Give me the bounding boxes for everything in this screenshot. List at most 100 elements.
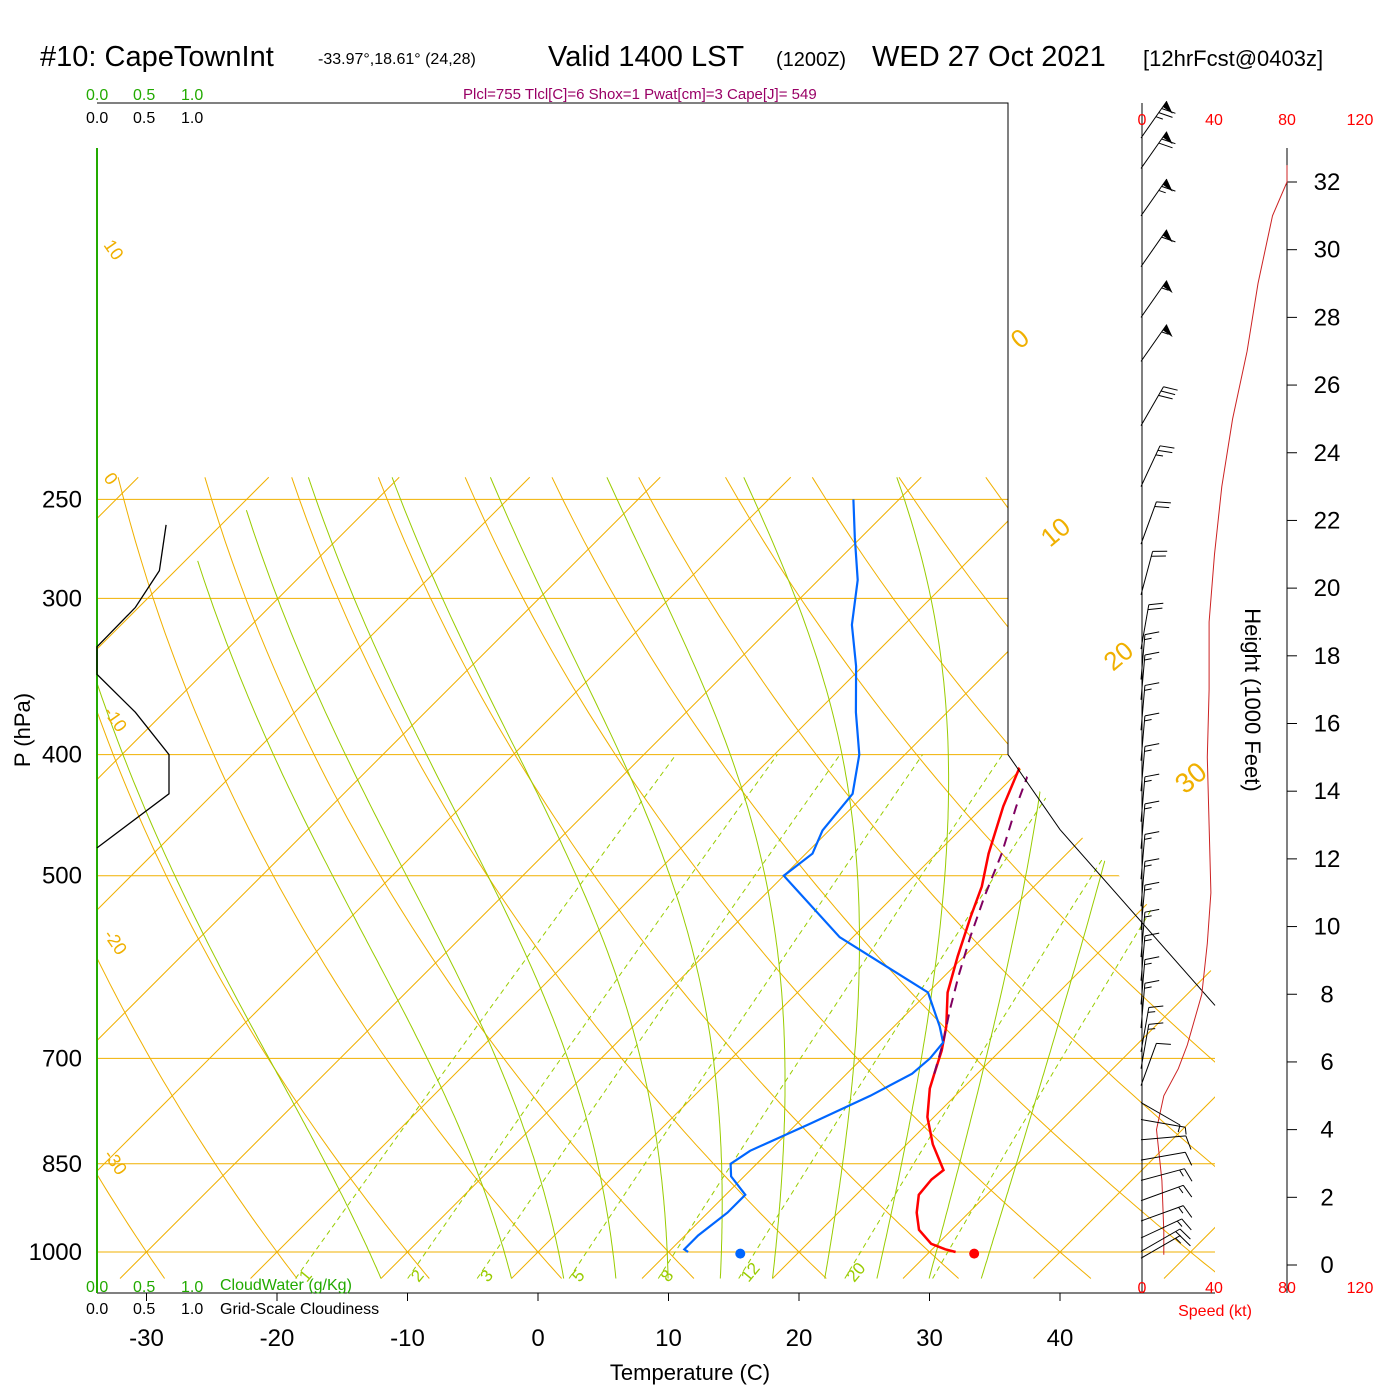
mixing-ratio-line-20 [844, 754, 1170, 1279]
isotherm-0 [511, 476, 1215, 1279]
wind-barb-half [1144, 688, 1152, 691]
moist-adiabat-24 [743, 477, 860, 1279]
wind-barb-staff [1140, 1135, 1186, 1141]
speed-tick-bottom-1: 40 [1205, 1280, 1223, 1297]
wind-barb-staff [1140, 1184, 1184, 1202]
thermo-grid [0, 476, 1400, 1279]
wind-barb-full [1144, 908, 1160, 913]
pressure-tick-500: 500 [42, 863, 82, 890]
wind-barb-half [1155, 116, 1163, 120]
wind-barb-full [1144, 932, 1160, 937]
height-axis-title: Height (1000 Feet) [1240, 608, 1265, 791]
isotherm--60 [97, 476, 531, 1279]
wind-barb-half [1144, 986, 1152, 989]
cloudiness-tick-bottom-1: 0.5 [133, 1301, 155, 1318]
wind-barb-flag [1162, 131, 1173, 145]
height-tick-24: 24 [1314, 440, 1341, 467]
wind-barb-staff [1140, 885, 1146, 930]
wind-barb-full [1157, 449, 1173, 454]
cloudiness-tick-bottom-2: 1.0 [181, 1301, 203, 1318]
wind-barb [1140, 773, 1160, 822]
wind-barb-staff [1140, 280, 1168, 318]
isotherm-10 [641, 476, 1215, 1279]
wind-barb-staff [1140, 1168, 1185, 1181]
speed-tick-top-2: 80 [1278, 112, 1296, 129]
dry-adiabat--30 [97, 477, 166, 1279]
dry-adiabat--40 [0, 477, 32, 1278]
wind-barb-staff [1140, 634, 1146, 680]
dry-adiabat-label-left-0: 10 [100, 236, 128, 264]
wind-barb-staff [1140, 776, 1146, 822]
isotherm-50 [1163, 476, 1215, 1279]
wind-barb-half [1144, 658, 1152, 661]
wind-barb-half [1144, 939, 1152, 942]
cloudiness-tick-top-1: 0.5 [133, 110, 155, 127]
forecast-info: [12hrFcst@0403z] [1143, 46, 1323, 71]
wind-barb-full [1158, 394, 1173, 400]
mixing-ratio-line-2 [407, 754, 778, 1279]
wind-barb-staff [1140, 1151, 1186, 1161]
cloudwater-tick-bottom-0: 0.0 [86, 1279, 108, 1296]
wind-barb-full [1158, 112, 1173, 118]
pressure-tick-700: 700 [42, 1045, 82, 1072]
mixing-ratio-line-30 [932, 754, 1215, 1279]
moist-adiabat-4 [245, 510, 565, 1279]
dry-adiabat-40 [464, 477, 1092, 1279]
wind-barb-flag [1162, 178, 1173, 192]
mixing-ratio-line-8 [657, 754, 1003, 1279]
dry-adiabat-label-right-2: 20 [1098, 635, 1139, 677]
wind-barb-full [1179, 1235, 1191, 1247]
plot-frame [96, 102, 1216, 1294]
wind-barb-full [1148, 602, 1164, 606]
speed-tick-bottom-0: 0 [1138, 1280, 1147, 1297]
mixing-ratio-label-2: 3 [476, 1266, 497, 1285]
wind-barb-half [1177, 1124, 1181, 1133]
isotherm-60 [1295, 477, 1400, 1278]
dry-adiabat--20 [97, 477, 298, 1279]
speed-axis-label: Speed (kt) [1178, 1303, 1252, 1320]
speed-tick-top-1: 40 [1205, 112, 1223, 129]
mixing-ratio-line-5 [568, 754, 924, 1279]
isotherm--70 [97, 476, 400, 1279]
wind-barb-half [1178, 1186, 1184, 1194]
wind-barb-full [1144, 800, 1160, 805]
y-axis-title: P (hPa) [10, 693, 35, 767]
wind-barb-half [1144, 807, 1152, 810]
height-tick-4: 4 [1320, 1117, 1333, 1144]
wind-barb [1140, 131, 1176, 169]
wind-barb [1140, 1205, 1193, 1222]
wind-barb [1140, 1135, 1192, 1150]
series-dewpoint [682, 499, 945, 1253]
wind-barb-full [1161, 236, 1176, 243]
wind-barb-staff [1140, 685, 1146, 731]
dry-adiabat-60 [638, 477, 1215, 1279]
pressure-tick-400: 400 [42, 742, 82, 769]
wind-speed-profile [1155, 165, 1288, 1255]
wind-barb-flag [1162, 324, 1173, 338]
moist-adiabat-12 [391, 477, 669, 1279]
wind-barb-staff [1140, 1024, 1150, 1069]
mixing-ratio-label-4: 8 [657, 1266, 678, 1285]
dry-adiabat-20 [291, 477, 827, 1279]
temp-tick-40: 40 [1047, 1325, 1074, 1352]
wind-barb [1140, 1042, 1171, 1086]
wind-barb-staff [1140, 445, 1161, 487]
wind-barb-staff [1140, 100, 1168, 139]
wind-barb-half [1144, 888, 1152, 891]
wind-barb [1140, 501, 1171, 545]
wind-barb-full [1156, 501, 1171, 504]
wind-barb-half [1176, 1220, 1183, 1227]
cloudwater-tick-bottom-2: 1.0 [181, 1279, 203, 1296]
wind-barb-staff [1140, 1205, 1184, 1222]
wind-barb-full [1182, 1205, 1193, 1218]
temp-tick-0: 0 [531, 1325, 544, 1352]
moist-adiabat-16 [489, 477, 723, 1279]
moist-adiabat-0 [197, 560, 512, 1279]
wind-barb [1140, 1005, 1164, 1052]
height-tick-18: 18 [1314, 643, 1341, 670]
temp-tick--20: -20 [260, 1325, 295, 1352]
wind-barb-full [1158, 142, 1173, 149]
wind-barb-half [1144, 837, 1152, 840]
wind-barb-half [1161, 287, 1169, 291]
wind-barb [1140, 932, 1160, 981]
